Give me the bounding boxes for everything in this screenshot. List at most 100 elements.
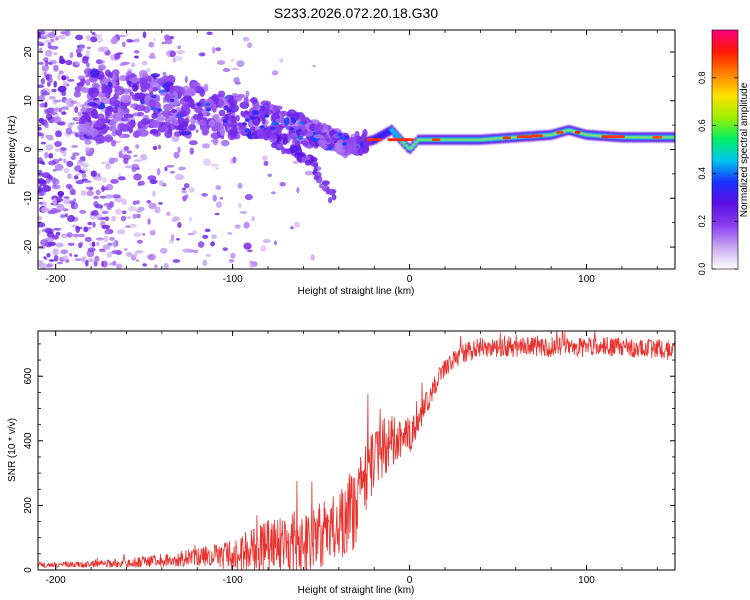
spectrogram-noise-cell	[172, 259, 181, 263]
spectrogram-noise-cell	[53, 254, 59, 262]
spectrogram-noise-cell	[133, 253, 138, 258]
spectrogram-branch-cell	[271, 142, 277, 149]
spectrogram-noise-cell	[147, 175, 157, 181]
spectrogram-noise-cell	[72, 152, 80, 157]
spectrogram-ridge-cell	[326, 138, 331, 143]
spectrogram-noise-cell	[108, 262, 114, 266]
spectrogram-noise-cell	[219, 197, 224, 200]
spectrogram-noise-cell	[134, 50, 140, 54]
spectrogram-noise-cell	[101, 185, 105, 193]
band-hot-spot	[502, 136, 512, 140]
spectrogram-noise-cell	[43, 57, 49, 63]
spectrogram-noise-cell	[140, 153, 148, 161]
spectrogram-noise-cell	[197, 241, 205, 248]
spectrogram-noise-cell	[177, 45, 181, 50]
spectrogram-noise-cell	[170, 234, 175, 242]
spectrogram-noise-cell	[57, 73, 61, 81]
spectrogram-ridge-cell	[134, 92, 146, 100]
spectrogram-noise-cell	[51, 158, 60, 165]
spectrogram-bright-cell	[270, 126, 276, 130]
spectrogram-noise-cell	[46, 74, 50, 81]
spectrogram-noise-cell	[55, 143, 60, 147]
spectrogram-noise-cell	[169, 50, 176, 58]
spectrogram-ridge-cell	[135, 104, 146, 112]
spectrogram-ridge-cell	[83, 111, 89, 118]
spectrogram-ridge-cell	[336, 148, 345, 155]
spectrogram-ridge-cell	[114, 113, 122, 122]
spectrogram-ridge-cell	[80, 87, 90, 93]
spectrogram-noise-cell	[38, 246, 46, 250]
spectrogram-noise-cell	[48, 153, 54, 159]
spectrogram-noise-cell	[125, 225, 132, 229]
spectrogram-noise-cell	[41, 206, 48, 214]
spectrogram-noise-cell	[86, 62, 90, 68]
spectrogram-bright-cell	[290, 117, 296, 121]
spectrogram-ridge-cell	[170, 108, 177, 114]
spectrogram-ridge-cell	[199, 121, 206, 126]
spectrogram-noise-cell	[79, 209, 87, 214]
spectrogram-noise-cell	[110, 178, 119, 184]
spectrogram-noise-cell	[182, 195, 187, 202]
spectrogram-bright-cell	[206, 108, 212, 112]
spectrogram-noise-cell	[93, 260, 98, 267]
spectrogram-ridge-cell	[198, 112, 204, 120]
spectrogram-noise-cell	[56, 122, 65, 126]
spectrogram-noise-cell	[91, 31, 96, 36]
spectrogram-noise-cell	[55, 35, 61, 38]
spectrogram-noise-cell	[148, 41, 155, 48]
spectrogram-ridge-cell	[163, 103, 173, 111]
spectrogram-noise-cell	[84, 139, 92, 145]
spectrogram-noise-cell	[251, 261, 258, 267]
spectrogram-noise-cell	[45, 49, 53, 57]
spectrogram-noise-cell	[87, 247, 96, 252]
band-green	[389, 127, 395, 133]
spectrogram-noise-cell	[230, 59, 235, 62]
spectrogram-ridge-cell	[132, 84, 139, 92]
spectrogram-noise-cell	[106, 251, 113, 258]
spectrogram-noise-cell	[117, 52, 123, 55]
spectrogram-noise-cell	[169, 36, 174, 40]
spectrogram-noise-cell	[50, 207, 58, 214]
spectrogram-noise-cell	[38, 215, 43, 221]
spectrogram-noise-cell	[104, 230, 110, 235]
spectrogram-noise-cell	[136, 209, 142, 214]
spectrogram-bright-cell	[151, 94, 157, 99]
spectrogram-ridge-cell	[230, 115, 237, 124]
spectrogram-ytick-label: -20	[23, 239, 34, 254]
spectrogram-noise-cell	[234, 81, 241, 85]
spectrogram-noise-cell	[66, 232, 73, 238]
band-hot-spot	[431, 138, 441, 142]
spectrogram-noise-cell	[201, 193, 208, 197]
spectrogram-bright-cell	[264, 114, 270, 118]
spectrogram-ridge-cell	[273, 105, 283, 111]
spectrogram-noise-cell	[103, 235, 109, 243]
spectrogram-noise-cell	[123, 146, 130, 151]
spectrogram-noise-cell	[58, 195, 62, 201]
spectrogram-noise-cell	[52, 197, 57, 205]
spectrogram-noise-cell	[161, 41, 166, 45]
spectrogram-noise-cell	[271, 70, 279, 76]
spectrogram-ridge-cell	[193, 113, 199, 120]
spectrogram-branch-cell	[313, 167, 318, 173]
band-hot-spot	[366, 138, 382, 142]
spectrogram-noise-cell	[74, 258, 83, 262]
spectrogram-noise-cell	[294, 221, 301, 228]
spectrogram-bright-cell	[226, 108, 232, 113]
spectrogram-noise-cell	[84, 236, 92, 243]
spectrogram-noise-cell	[133, 173, 142, 181]
spectrogram-ridge-cell	[287, 109, 297, 118]
spectrogram-noise-cell	[58, 158, 63, 161]
spectrogram-branch-cell	[282, 137, 288, 145]
spectrogram-ridge-cell	[228, 128, 238, 137]
spectrogram-noise-cell	[96, 241, 100, 246]
spectrogram-ridge-cell	[153, 78, 165, 84]
spectrogram-noise-cell	[188, 140, 198, 146]
spectrogram-ridge-cell	[89, 128, 99, 137]
spectrogram-branch-cell	[327, 188, 336, 196]
spectrogram-noise-cell	[67, 242, 75, 246]
spectrogram-noise-cell	[115, 208, 122, 215]
spectrogram-noise-cell	[172, 216, 181, 222]
spectrogram-noise-cell	[40, 77, 46, 85]
spectrogram-bright-cell	[244, 118, 250, 122]
spectrogram-ridge-cell	[280, 110, 285, 120]
